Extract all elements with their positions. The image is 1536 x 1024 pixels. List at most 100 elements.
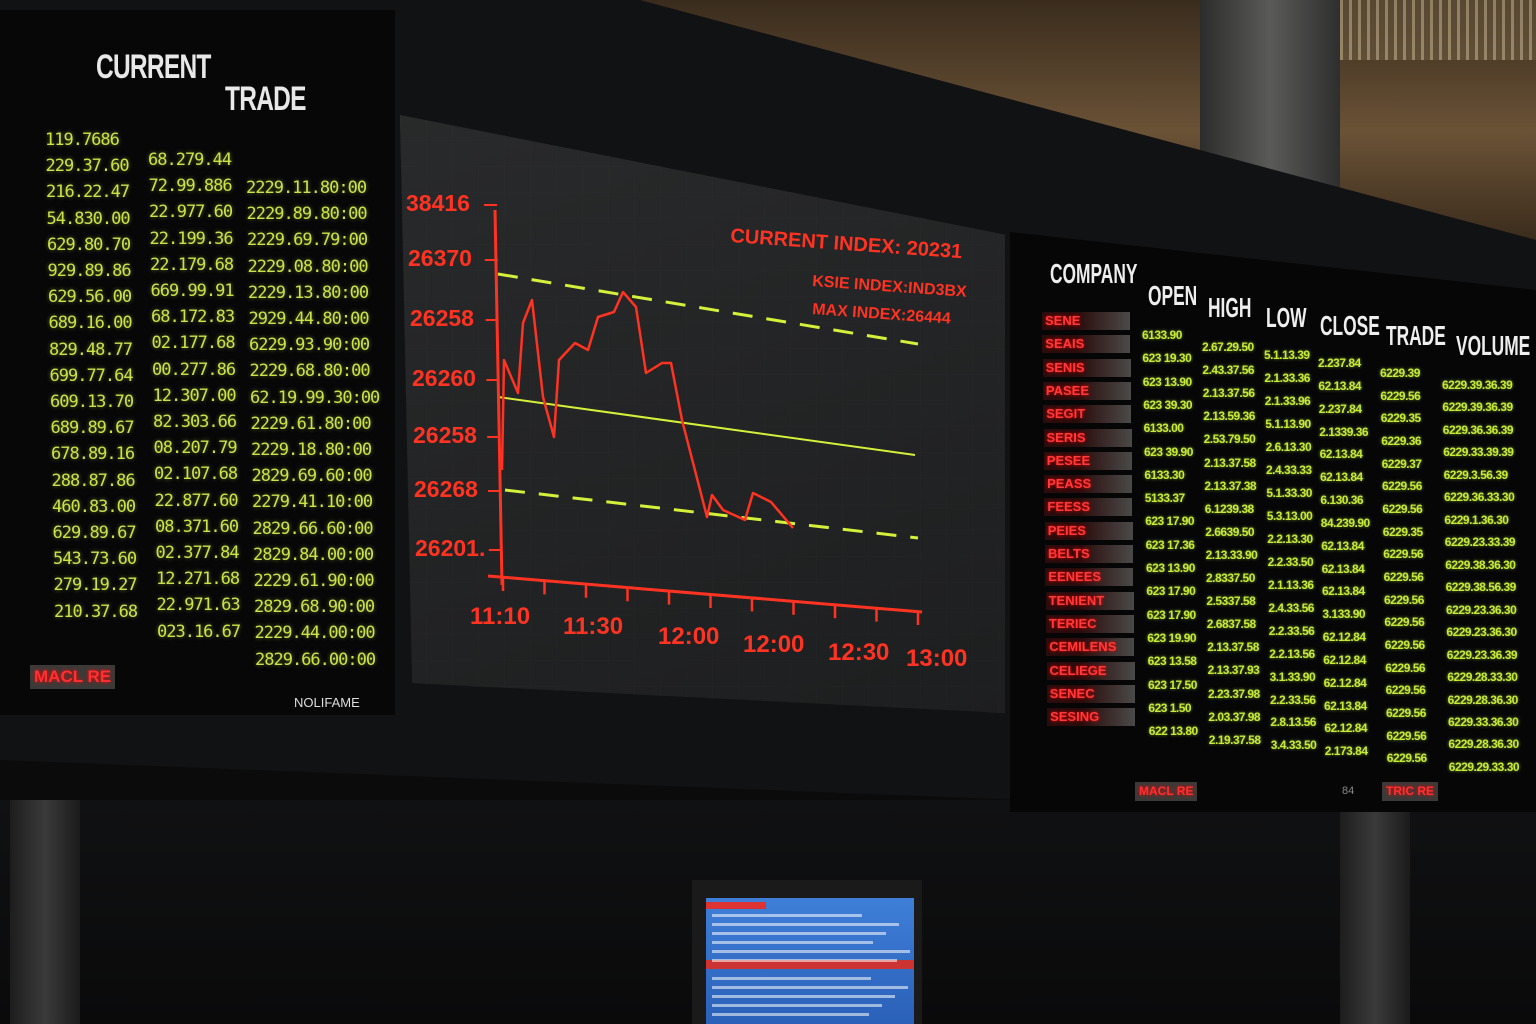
volume-cell: 6229.36.33.30 xyxy=(1444,490,1515,505)
left-board-cell: 119.7686 xyxy=(45,130,120,150)
high-cell: 2.13.37.58 xyxy=(1204,455,1256,470)
low-cell: 2.2.33.50 xyxy=(1267,554,1314,569)
trade-cell: 6229.56 xyxy=(1386,706,1426,720)
open-cell: 623 19.30 xyxy=(1142,351,1192,366)
index-chart-screen xyxy=(400,115,1005,713)
right-quotes-board: COMPANY OPEN HIGH LOW CLOSE TRADE VOLUME SENE S… xyxy=(1010,232,1536,812)
left-board-cell: 288.87.86 xyxy=(51,470,136,491)
company-name: SENIS xyxy=(1042,358,1131,377)
left-board-cell: 2229.08.80:00 xyxy=(247,256,369,277)
trade-cell: 6229.56 xyxy=(1386,751,1427,766)
volume-cell: 6229.23.36.30 xyxy=(1446,625,1517,640)
open-cell: 623 13.90 xyxy=(1142,374,1192,389)
column-header-company: COMPANY xyxy=(1050,258,1138,289)
trade-cell: 6229.39 xyxy=(1380,366,1420,380)
monitor-text-line xyxy=(712,914,862,917)
column-header-open: OPEN xyxy=(1148,280,1198,311)
low-cell: 2.1.33.96 xyxy=(1264,393,1311,408)
trade-cell: 6229.36 xyxy=(1381,434,1422,448)
volume-cell: 6229.33.39.39 xyxy=(1443,445,1514,460)
y-tick-label: 26201. xyxy=(415,535,485,561)
company-name: SESING xyxy=(1047,708,1136,727)
open-cell: 6133.30 xyxy=(1144,467,1185,482)
x-tick-label: 12:00 xyxy=(743,631,804,658)
lower-pillar-left xyxy=(10,800,80,1024)
trade-cell: 6229.35 xyxy=(1380,411,1421,426)
left-board-cell: 68.172.83 xyxy=(151,307,235,328)
company-name: SENE xyxy=(1042,312,1130,330)
low-cell: 2.8.13.56 xyxy=(1270,715,1316,730)
right-footer-label: MACL RE xyxy=(1135,782,1198,801)
monitor-screen xyxy=(706,898,914,1024)
monitor-text-line xyxy=(712,995,895,998)
high-cell: 2.53.79.50 xyxy=(1203,432,1256,447)
column-header-close: CLOSE xyxy=(1320,310,1380,341)
open-cell: 5133.37 xyxy=(1144,491,1185,506)
high-cell: 2.43.37.56 xyxy=(1202,363,1255,378)
high-cell: 2.67.29.50 xyxy=(1202,340,1254,354)
upper-trend-line xyxy=(497,272,919,346)
close-cell: 62.12.84 xyxy=(1323,675,1367,690)
y-tick-label: 26370 xyxy=(408,245,472,271)
left-board-cell: 629.80.70 xyxy=(47,234,131,255)
trade-cell: 6229.56 xyxy=(1385,660,1426,675)
open-cell: 622 13.80 xyxy=(1148,724,1198,739)
high-cell: 2.03.37.98 xyxy=(1208,709,1261,724)
left-board-cell: 54.830.00 xyxy=(46,208,131,229)
volume-cell: 6229.1.36.30 xyxy=(1444,512,1509,527)
trade-cell: 6229.56 xyxy=(1386,728,1427,743)
left-board-cell: 72.99.886 xyxy=(148,176,233,197)
left-board-cell: 08.207.79 xyxy=(153,438,238,459)
low-cell: 2.4.33.33 xyxy=(1266,462,1312,477)
x-tick-label: 13:00 xyxy=(906,645,967,672)
trade-cell: 6229.56 xyxy=(1383,570,1424,584)
x-tick-label: 12:30 xyxy=(828,639,889,666)
left-board-cell: 2229.44.00:00 xyxy=(254,623,376,644)
left-board-cell: 678.89.16 xyxy=(51,444,135,465)
left-board-cell: 460.83.00 xyxy=(52,496,136,517)
monitor-text-line xyxy=(712,932,886,935)
low-cell: 3.4.33.50 xyxy=(1270,738,1317,753)
left-board-cell: 6229.93.90:00 xyxy=(249,335,370,356)
trade-cell: 6229.56 xyxy=(1384,638,1425,652)
trade-cell: 6229.56 xyxy=(1382,502,1423,516)
monitor-text-line xyxy=(712,1013,869,1016)
left-board-cell: 543.73.60 xyxy=(53,549,137,570)
trade-cell: 6229.35 xyxy=(1382,524,1423,539)
company-name: PESEE xyxy=(1043,451,1132,470)
monitor-text-line xyxy=(712,977,871,980)
volume-cell: 6229.39.36.39 xyxy=(1442,378,1513,392)
volume-cell: 6229.28.33.30 xyxy=(1447,670,1518,685)
column-header-trade: TRADE xyxy=(1386,320,1446,351)
column-header-low: LOW xyxy=(1266,302,1307,333)
ksie-index-label: KSIE INDEX:IND3BX xyxy=(812,273,968,301)
company-name: SEAIS xyxy=(1042,335,1131,354)
left-board-cell: 62.19.99.30:00 xyxy=(250,387,380,408)
trade-cell: 6229.56 xyxy=(1382,479,1422,494)
close-cell: 62.12.84 xyxy=(1323,652,1366,667)
high-cell: 2.13.37.56 xyxy=(1202,386,1255,401)
x-tick-label: 12:00 xyxy=(658,623,719,650)
open-cell: 6133.00 xyxy=(1143,421,1184,436)
x-tick-label: 11:30 xyxy=(563,613,623,640)
left-board-cell: 12.271.68 xyxy=(156,569,240,590)
left-board-cell: 2829.66.00:00 xyxy=(255,649,376,670)
left-board-cell: 2229.69.79:00 xyxy=(247,230,368,251)
left-board-cell: 2829.69.60:00 xyxy=(251,466,373,487)
high-cell: 2.13.37.38 xyxy=(1204,478,1257,493)
volume-cell: 6229.38.56.39 xyxy=(1445,580,1517,595)
close-cell: 2.173.84 xyxy=(1324,744,1368,759)
high-cell: 2.23.37.98 xyxy=(1208,686,1260,701)
open-cell: 623 17.50 xyxy=(1148,677,1197,692)
header-current: CURRENT xyxy=(96,48,211,86)
volume-cell: 6229.36.36.39 xyxy=(1442,422,1514,437)
left-board-cell: 2829.84.00:00 xyxy=(253,544,374,565)
close-cell: 62.13.84 xyxy=(1318,378,1362,393)
ceiling-lights xyxy=(1340,0,1536,60)
company-name: EENEES xyxy=(1045,568,1134,587)
volume-cell: 6229.23.33.39 xyxy=(1444,535,1516,550)
low-cell: 2.1.33.36 xyxy=(1264,370,1310,385)
high-cell: 2.13.37.93 xyxy=(1207,663,1260,678)
left-board-cell: 22.977.60 xyxy=(149,202,233,223)
low-cell: 3.1.33.90 xyxy=(1269,669,1316,684)
